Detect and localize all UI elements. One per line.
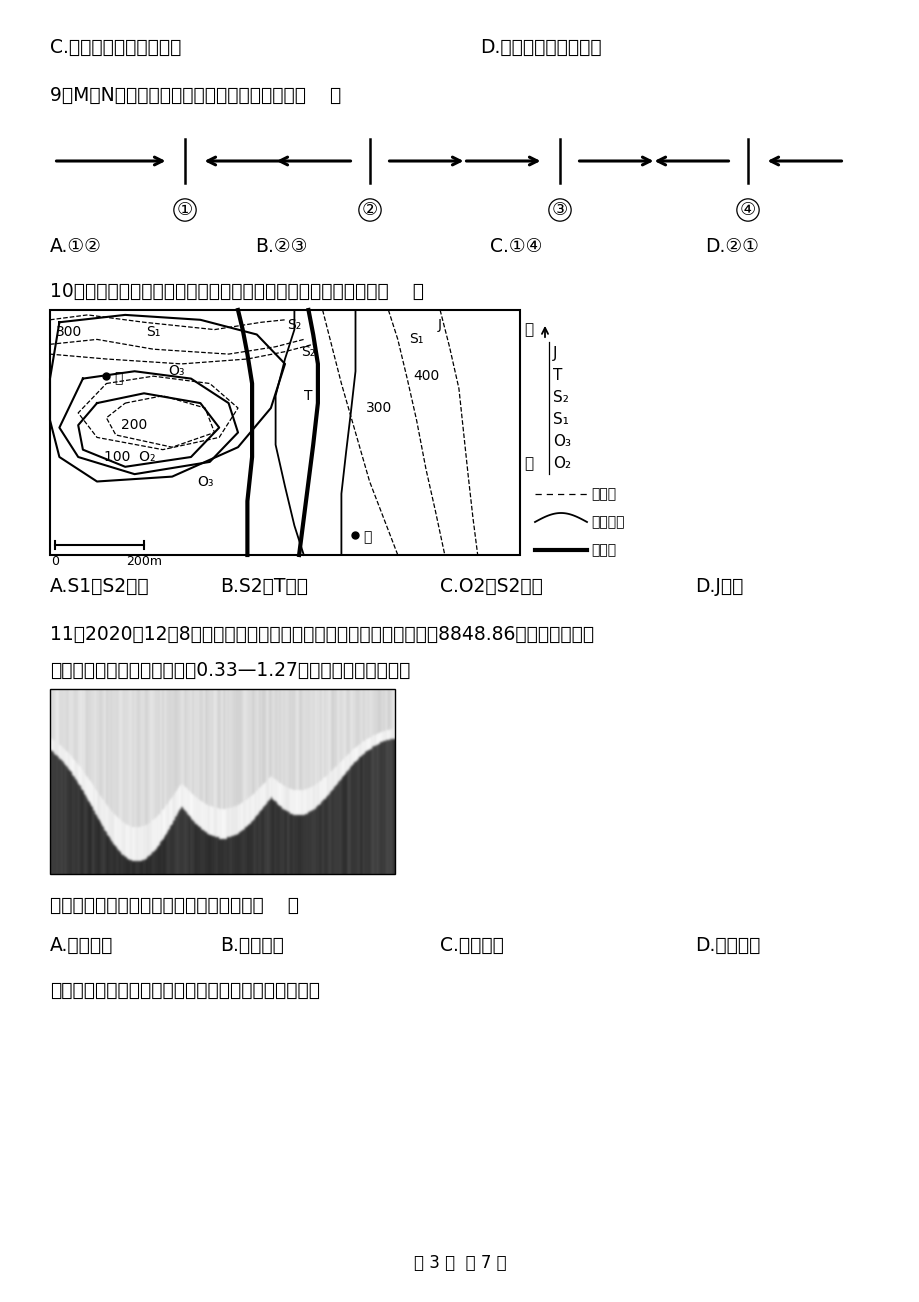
Text: 0: 0 [51,555,59,568]
Text: O₃: O₃ [197,474,213,488]
Text: 珠穆朗玛峰现在每年大约升高0.33—1.27厘米。据此完成下题。: 珠穆朗玛峰现在每年大约升高0.33—1.27厘米。据此完成下题。 [50,661,410,680]
Text: 400: 400 [413,370,438,383]
Text: A.变质作用: A.变质作用 [50,936,113,954]
Bar [50,689,394,874]
Text: T: T [304,389,312,402]
Text: 甲: 甲 [114,371,122,385]
Text: T: T [552,368,562,383]
Text: O₂: O₂ [552,456,571,471]
Text: C.构造运动: C.构造运动 [439,936,504,954]
Text: ④: ④ [739,201,755,219]
Text: 断层线: 断层线 [590,543,616,557]
Text: B.②③: B.②③ [255,237,307,256]
Text: ②: ② [361,201,378,219]
Text: D.J之后: D.J之后 [694,577,743,596]
Text: 300: 300 [56,326,82,339]
Text: 等高线: 等高线 [590,487,616,501]
Text: O₃: O₃ [552,434,571,449]
Text: 地层界线: 地层界线 [590,516,624,529]
Text: A.①②: A.①② [50,237,102,256]
Text: 9．M、N两处板块边界类型分别对应下图中的（    ）: 9．M、N两处板块边界类型分别对应下图中的（ ） [50,86,341,105]
Text: S₁: S₁ [552,411,568,427]
Text: 11．2020年12月8日，中国和尼泊尔共同宣布珠穆朗玛峰雪面高程为8848.86米。研究表明，: 11．2020年12月8日，中国和尼泊尔共同宣布珠穆朗玛峰雪面高程为8848.8… [50,625,594,644]
Text: S₁: S₁ [146,326,161,339]
Text: A.S1与S2之间: A.S1与S2之间 [50,577,150,596]
Bar [50,310,519,555]
Text: D.②①: D.②① [704,237,758,256]
Text: 乙: 乙 [363,530,371,544]
Text: D.外力作用: D.外力作用 [694,936,759,954]
Text: 10．下图为某地区地形地质图。完成该地断层形成的时间大约在（    ）: 10．下图为某地区地形地质图。完成该地断层形成的时间大约在（ ） [50,283,424,301]
Text: ③: ③ [551,201,567,219]
Text: C.非洲板块、太平洋板块: C.非洲板块、太平洋板块 [50,38,181,57]
Text: 新: 新 [523,323,532,337]
Text: 300: 300 [366,401,391,415]
Text: S₁: S₁ [409,332,424,346]
Text: S₂: S₂ [301,345,315,358]
Text: O₃: O₃ [168,365,185,379]
Text: B.岩浆活动: B.岩浆活动 [220,936,284,954]
Text: D.美洲板块、欧亚板块: D.美洲板块、欧亚板块 [480,38,601,57]
Text: ①: ① [176,201,193,219]
Text: 200m: 200m [126,555,162,568]
Text: 200: 200 [121,418,148,432]
Text: C.①④: C.①④ [490,237,542,256]
Text: J: J [552,346,557,361]
Text: S₂: S₂ [287,318,301,332]
Text: 使珠穆朗玛峰高度还在增加的主要力量是（    ）: 使珠穆朗玛峰高度还在增加的主要力量是（ ） [50,896,299,915]
Text: S₂: S₂ [552,391,568,405]
Text: 下图为某地区的地质剖面示意图。读图回答下列各题。: 下图为某地区的地质剖面示意图。读图回答下列各题。 [50,980,320,1000]
Text: 第 3 页  共 7 页: 第 3 页 共 7 页 [414,1254,505,1272]
Text: J: J [437,318,442,332]
Text: 100  O₂: 100 O₂ [104,450,155,464]
Text: C.O2与S2之间: C.O2与S2之间 [439,577,542,596]
Text: B.S2与T之间: B.S2与T之间 [220,577,308,596]
Text: 老: 老 [523,457,532,471]
